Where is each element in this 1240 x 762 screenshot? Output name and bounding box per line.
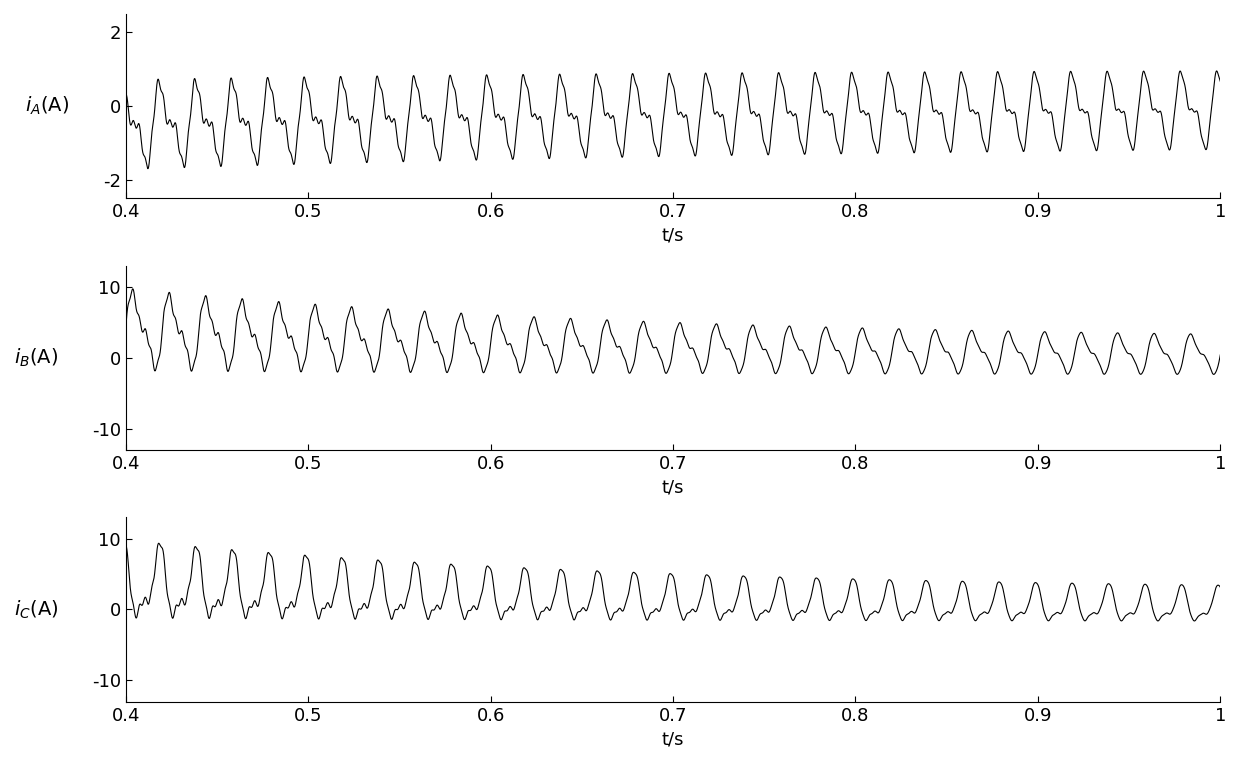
Y-axis label: $i_B$(A): $i_B$(A): [14, 347, 58, 369]
X-axis label: t/s: t/s: [662, 730, 684, 748]
X-axis label: t/s: t/s: [662, 227, 684, 245]
Y-axis label: $i_A$(A): $i_A$(A): [25, 95, 69, 117]
X-axis label: t/s: t/s: [662, 479, 684, 496]
Y-axis label: $i_C$(A): $i_C$(A): [14, 598, 58, 620]
